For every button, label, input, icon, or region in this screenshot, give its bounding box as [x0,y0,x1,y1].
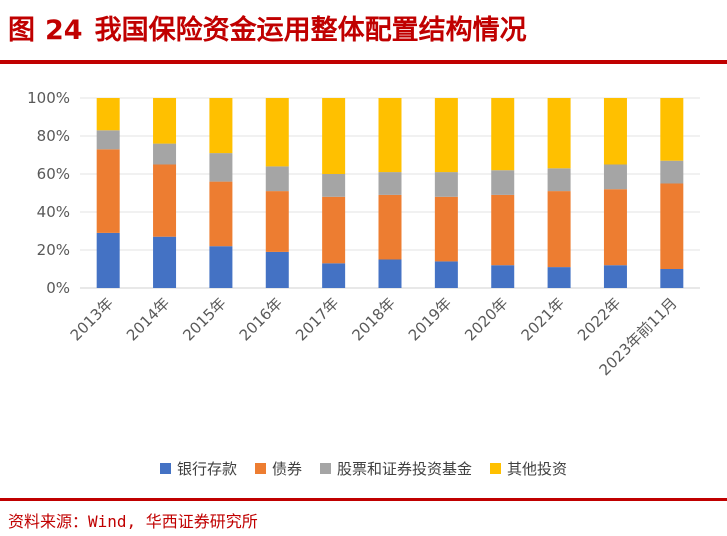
bar-segment [491,170,515,195]
figure-title: 图 24 我国保险资金运用整体配置结构情况 [8,8,527,47]
bar-segment [660,269,684,288]
legend-item: 债券 [254,458,302,479]
x-tick-label: 2020年 [461,294,511,344]
bar-segment [603,265,627,288]
y-tick-label: 40% [37,203,70,221]
chart-legend: 银行存款 债券 股票和证券投资基金 其他投资 [0,458,727,479]
bar-segment [491,98,515,171]
x-tick-label: 2018年 [348,294,398,344]
legend-item: 股票和证券投资基金 [320,458,472,479]
x-tick-label: 2013年 [67,294,117,344]
x-tick-label: 2016年 [236,294,286,344]
bar-segment [322,98,346,174]
bar-segment [378,259,402,288]
y-tick-label: 20% [37,241,70,259]
bar-segment [434,261,458,288]
legend-label: 银行存款 [176,460,237,478]
legend-item: 银行存款 [159,458,237,479]
bar-segment [547,267,571,288]
legend-swatch [320,463,331,474]
figure-number: 24 [45,15,83,46]
legend-label: 股票和证券投资基金 [337,460,473,478]
bar-segment [96,232,120,288]
y-tick-label: 60% [37,165,70,183]
x-tick-label: 2021年 [518,294,568,344]
title-rule [0,60,727,64]
bar-segment [209,153,233,182]
legend-swatch [159,463,171,474]
bar-segment [547,98,571,169]
x-tick-label: 2019年 [405,294,455,344]
bar-segment [547,168,571,192]
bar-segment [660,183,684,269]
bar-segment [660,160,684,184]
bar-segment [660,98,684,161]
legend-swatch [254,463,266,474]
legend-label: 其他投资 [507,460,568,478]
stacked-bar-chart: 0%20%40%60%80%100%2013年 2014年 2015年 2016年 20… [27,89,700,379]
bar-segment [434,98,458,173]
legend-label: 债券 [271,460,302,478]
bar-segment [322,196,346,264]
bar-segment [434,196,458,262]
bar-segment [153,98,177,144]
source-note: 资料来源：Wind, 华西证券研究所 [8,512,258,531]
bar-segment [96,130,120,150]
bar-segment [265,98,289,167]
bar-segment [547,191,571,268]
figure-title-text: 我国保险资金运用整体配置结构情况 [94,15,527,46]
figure-label: 图 [8,15,35,46]
bar-segment [434,172,458,197]
bar-segment [265,166,289,192]
x-tick-label: 2017年 [292,294,342,344]
bar-segment [153,236,177,288]
legend-item: 其他投资 [490,458,567,479]
bar-segment [491,265,515,288]
bar-segment [209,98,233,154]
bar-segment [209,246,233,288]
x-tick-label: 2022年 [574,294,624,344]
bar-segment [378,194,402,260]
bar-segment [265,191,289,252]
legend-swatch [490,463,502,474]
y-tick-label: 0% [46,279,70,297]
bar-segment [378,98,402,173]
bar-segment [153,164,177,237]
x-tick-label: 2015年 [179,294,229,344]
bar-segment [322,263,346,288]
bar-segment [603,98,627,165]
bar-segment [96,98,120,131]
bar-segment [322,174,346,197]
bar-segment [603,189,627,266]
y-tick-label: 100% [27,89,70,107]
bar-segment [491,194,515,266]
bar-segment [96,149,120,233]
bar-segment [378,172,402,195]
bar-segment [603,164,627,190]
y-tick-label: 80% [37,127,70,145]
bar-segment [153,143,177,165]
bar-segment [209,181,233,247]
bar-segment [265,251,289,288]
x-tick-label: 2014年 [123,294,173,344]
source-rule [0,498,727,501]
